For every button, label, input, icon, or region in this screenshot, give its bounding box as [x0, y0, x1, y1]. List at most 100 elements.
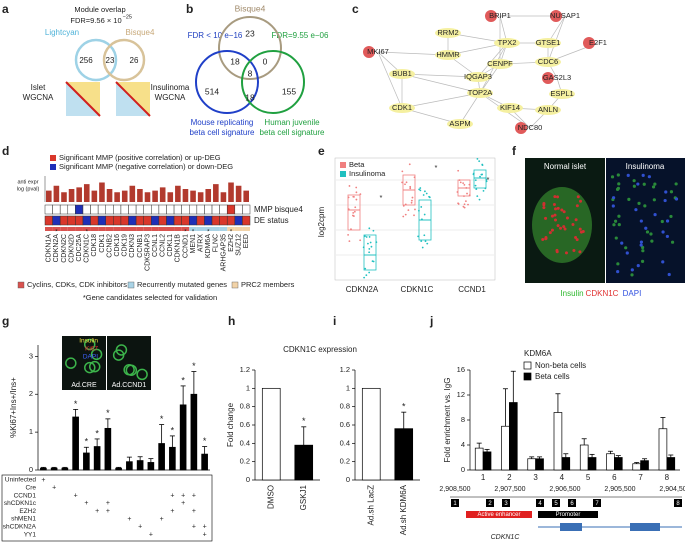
data-point	[352, 195, 355, 198]
group-strip	[196, 227, 205, 231]
region-box	[552, 499, 560, 507]
nucleus	[578, 250, 582, 254]
overlap-count: 155	[282, 86, 296, 96]
nucleus	[674, 182, 678, 186]
status-tile	[173, 215, 182, 226]
plus-sign: +	[127, 516, 131, 523]
significance-star: *	[106, 408, 110, 418]
status-tile	[113, 215, 122, 226]
data-point	[478, 160, 481, 163]
nucleus	[630, 268, 634, 272]
nucleus	[645, 230, 650, 234]
nucleus	[612, 223, 616, 227]
bar	[61, 192, 67, 202]
nucleus	[579, 199, 583, 203]
box	[347, 194, 361, 231]
bar	[527, 458, 536, 471]
gene-label: MEN1	[190, 234, 197, 254]
bar	[175, 185, 181, 202]
status-tile	[120, 204, 129, 215]
group-strip	[75, 227, 83, 231]
y-tick-label: 0.8	[340, 402, 350, 411]
data-point	[425, 192, 428, 195]
heatmap-diagonal	[65, 81, 101, 117]
status-tile	[219, 215, 228, 226]
x-tick-label: 2	[507, 473, 512, 482]
y-tick-label: 0.4	[340, 438, 350, 447]
network-node	[497, 103, 523, 113]
data-point	[368, 251, 371, 254]
network-node	[465, 72, 491, 82]
y-tick-label: 4	[461, 440, 465, 449]
network-node	[389, 69, 415, 79]
bar	[167, 192, 174, 202]
status-tile	[59, 204, 69, 215]
bar	[179, 404, 187, 471]
nucleus	[553, 195, 557, 199]
x-tick-label: Ad.sh KDM6A	[399, 484, 408, 535]
network-node	[435, 50, 461, 60]
status-tile	[158, 204, 167, 215]
fdr-exponent: −25	[123, 14, 132, 20]
data-point	[423, 213, 426, 216]
nucleus	[565, 216, 569, 220]
node-label: TPX2	[498, 38, 517, 47]
overlap-count: 0	[263, 56, 268, 66]
y-tick-label: 0	[346, 475, 350, 484]
x-tick-label: Ad.sh LacZ	[366, 485, 375, 526]
node-label: ASPM	[449, 119, 470, 128]
nucleus	[581, 230, 585, 234]
nucleus	[553, 213, 557, 217]
status-tile	[44, 204, 53, 215]
nucleus	[636, 182, 640, 186]
gene-label: ATRX	[197, 234, 204, 252]
plus-sign: +	[192, 524, 196, 531]
plot-frame	[334, 157, 496, 281]
node-label: RRM2	[437, 28, 458, 37]
module-source: WGCNA	[155, 93, 186, 102]
status-tile	[59, 215, 69, 226]
data-point	[368, 271, 371, 274]
overlap-count: 514	[205, 86, 219, 96]
data-point	[404, 213, 407, 216]
bar	[129, 185, 136, 202]
region-label: 8	[676, 501, 680, 507]
data-point	[479, 175, 481, 178]
gene-label: CDKL1	[167, 234, 174, 257]
plus-sign: +	[106, 500, 110, 507]
group-strip	[45, 227, 53, 231]
significance-star: *	[160, 414, 164, 424]
x-tick-label: GSKJ1	[299, 484, 308, 510]
node-label: E2F1	[589, 38, 607, 47]
x-tick-label: CDKN2A	[346, 285, 379, 294]
nucleus	[627, 197, 631, 201]
nucleus	[639, 240, 644, 244]
panel-letter: h	[228, 314, 235, 328]
nucleus	[550, 228, 554, 232]
nucleus	[556, 206, 560, 210]
panel-letter: d	[2, 144, 9, 158]
group-strip	[242, 227, 250, 231]
nucleus	[664, 190, 668, 194]
selection-star: *	[184, 230, 187, 236]
nucleus	[641, 173, 645, 177]
condition-label: shMEN1	[11, 516, 36, 523]
legend-swatch	[127, 281, 135, 289]
image-label: Normal islet	[544, 162, 587, 171]
condition-label: EZH2	[19, 508, 36, 515]
significance-star: *	[435, 163, 438, 172]
bar	[106, 189, 113, 202]
image-label: Insulinoma	[626, 162, 665, 171]
status-tile	[226, 204, 236, 215]
data-point	[423, 234, 426, 237]
legend-label: Recurrently mutated genes	[137, 280, 227, 289]
status-tile	[82, 204, 91, 215]
x-tick-label: 3	[533, 473, 538, 482]
promoter-label: Promoter	[556, 512, 581, 518]
gene-label: CDC25A	[76, 234, 83, 262]
nucleus	[562, 225, 566, 229]
network-node	[435, 28, 461, 38]
y-axis-label: anti expr	[17, 179, 38, 185]
group-strip	[234, 227, 243, 231]
bar	[501, 425, 510, 471]
